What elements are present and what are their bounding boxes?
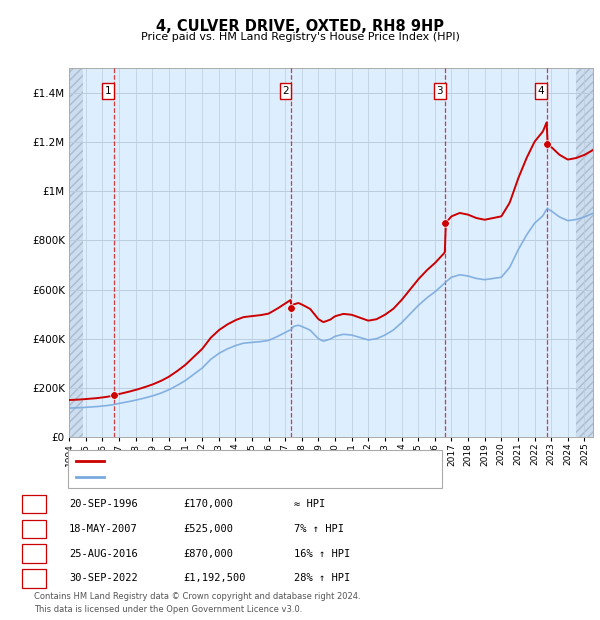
- Text: 20-SEP-1996: 20-SEP-1996: [69, 499, 138, 509]
- Text: 2: 2: [282, 86, 289, 96]
- Text: This data is licensed under the Open Government Licence v3.0.: This data is licensed under the Open Gov…: [34, 604, 302, 614]
- Text: £870,000: £870,000: [183, 549, 233, 559]
- Text: Contains HM Land Registry data © Crown copyright and database right 2024.: Contains HM Land Registry data © Crown c…: [34, 592, 361, 601]
- Text: £170,000: £170,000: [183, 499, 233, 509]
- Text: 3: 3: [31, 549, 38, 559]
- Text: £1,192,500: £1,192,500: [183, 574, 245, 583]
- Text: Price paid vs. HM Land Registry's House Price Index (HPI): Price paid vs. HM Land Registry's House …: [140, 32, 460, 42]
- Text: 28% ↑ HPI: 28% ↑ HPI: [294, 574, 350, 583]
- Text: 4: 4: [538, 86, 545, 96]
- Text: 2: 2: [31, 524, 38, 534]
- Text: £525,000: £525,000: [183, 524, 233, 534]
- Text: 1: 1: [31, 499, 38, 509]
- Text: HPI: Average price, detached house, Tandridge: HPI: Average price, detached house, Tand…: [107, 472, 340, 482]
- Text: 7% ↑ HPI: 7% ↑ HPI: [294, 524, 344, 534]
- Bar: [576, 68, 593, 437]
- Text: ≈ HPI: ≈ HPI: [294, 499, 325, 509]
- Bar: [69, 68, 83, 437]
- Text: 4: 4: [31, 574, 38, 583]
- Text: 25-AUG-2016: 25-AUG-2016: [69, 549, 138, 559]
- Text: 4, CULVER DRIVE, OXTED, RH8 9HP (detached house): 4, CULVER DRIVE, OXTED, RH8 9HP (detache…: [107, 456, 373, 466]
- Text: 18-MAY-2007: 18-MAY-2007: [69, 524, 138, 534]
- Text: 30-SEP-2022: 30-SEP-2022: [69, 574, 138, 583]
- Text: 1: 1: [105, 86, 112, 96]
- Text: 4, CULVER DRIVE, OXTED, RH8 9HP: 4, CULVER DRIVE, OXTED, RH8 9HP: [156, 19, 444, 33]
- Text: 16% ↑ HPI: 16% ↑ HPI: [294, 549, 350, 559]
- Text: 3: 3: [436, 86, 443, 96]
